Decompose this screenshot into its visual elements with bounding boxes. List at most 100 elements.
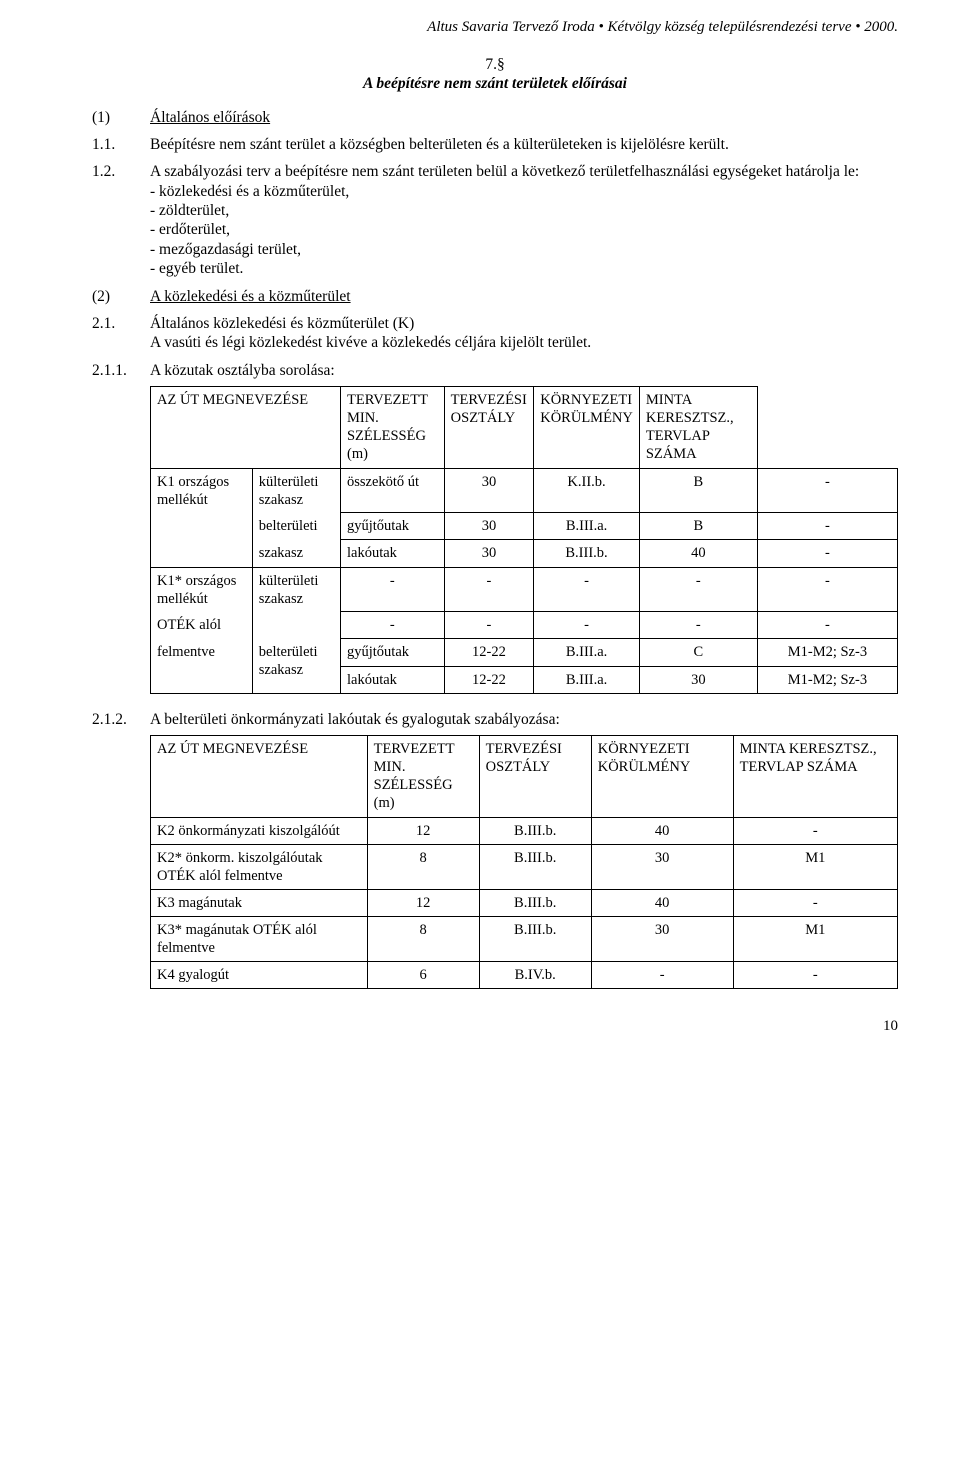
td: B.IV.b. bbox=[479, 962, 591, 989]
list-item: erdőterület, bbox=[150, 220, 898, 239]
para-text: Általános közlekedési és közműterület (K… bbox=[150, 314, 898, 353]
td: - bbox=[757, 540, 897, 567]
td: B bbox=[639, 468, 757, 513]
para-label: (1) bbox=[92, 108, 150, 127]
td: 40 bbox=[591, 889, 733, 916]
th: TERVEZETT MIN. SZÉLESSÉG (m) bbox=[367, 736, 479, 818]
td: belterületi bbox=[252, 513, 340, 540]
para-text: A szabályozási terv a beépítésre nem szá… bbox=[150, 162, 898, 278]
td: - bbox=[639, 612, 757, 639]
section-title: A beépítésre nem szánt területek előírás… bbox=[92, 74, 898, 93]
td: OTÉK alól bbox=[151, 612, 253, 639]
td: - bbox=[733, 817, 897, 844]
td: - bbox=[757, 468, 897, 513]
td: 6 bbox=[367, 962, 479, 989]
td: B.III.b. bbox=[479, 889, 591, 916]
td: 12 bbox=[367, 817, 479, 844]
list-item: egyéb terület. bbox=[150, 259, 898, 278]
list-item: mezőgazdasági terület, bbox=[150, 240, 898, 259]
td: K1 országos mellékút bbox=[151, 468, 253, 567]
para-text: Beépítésre nem szánt terület a községben… bbox=[150, 135, 898, 154]
th: MINTA KERESZTSZ., TERVLAP SZÁMA bbox=[733, 736, 897, 818]
td: B.III.a. bbox=[534, 513, 640, 540]
td: 12-22 bbox=[444, 639, 534, 666]
td: 40 bbox=[591, 817, 733, 844]
td: K.II.b. bbox=[534, 468, 640, 513]
para-line: Általános közlekedési és közműterület (K… bbox=[150, 315, 414, 332]
th: TERVEZÉSI OSZTÁLY bbox=[479, 736, 591, 818]
th: KÖRNYEZETI KÖRÜLMÉNY bbox=[591, 736, 733, 818]
td: B bbox=[639, 513, 757, 540]
td: B.III.a. bbox=[534, 666, 640, 693]
td: 30 bbox=[444, 540, 534, 567]
td: B.III.b. bbox=[534, 540, 640, 567]
list-item: közlekedési és a közműterület, bbox=[150, 182, 898, 201]
td: K2* önkorm. kiszolgálóutak OTÉK alól fel… bbox=[151, 844, 368, 889]
td: - bbox=[757, 513, 897, 540]
td: 30 bbox=[591, 917, 733, 962]
td: külterületi szakasz bbox=[252, 567, 340, 612]
td: K3* magánutak OTÉK alól felmentve bbox=[151, 917, 368, 962]
td bbox=[252, 612, 340, 639]
td: 8 bbox=[367, 917, 479, 962]
td: K2 önkormányzati kiszolgálóút bbox=[151, 817, 368, 844]
td: - bbox=[534, 567, 640, 612]
td: - bbox=[340, 567, 444, 612]
para-label: 2.1.2. bbox=[92, 710, 150, 729]
td: M1-M2; Sz-3 bbox=[757, 666, 897, 693]
td: 30 bbox=[639, 666, 757, 693]
td: 30 bbox=[444, 513, 534, 540]
th: AZ ÚT MEGNEVEZÉSE bbox=[151, 736, 368, 818]
td: - bbox=[733, 889, 897, 916]
section-number: 7.§ bbox=[92, 55, 898, 74]
para-label: 2.1.1. bbox=[92, 361, 150, 380]
td: szakasz bbox=[252, 540, 340, 567]
doc-header: Altus Savaria Tervező Iroda • Kétvölgy k… bbox=[92, 18, 898, 37]
dash-list: közlekedési és a közműterület, zöldterül… bbox=[150, 182, 898, 279]
td: lakóutak bbox=[340, 666, 444, 693]
page-number: 10 bbox=[92, 1017, 898, 1036]
para-label: (2) bbox=[92, 287, 150, 306]
td: 40 bbox=[639, 540, 757, 567]
th: MINTA KERESZTSZ., TERVLAP SZÁMA bbox=[639, 387, 757, 469]
td: B.III.b. bbox=[479, 817, 591, 844]
para-heading: A közlekedési és a közműterület bbox=[150, 287, 898, 306]
td: K1* országos mellékút bbox=[151, 567, 253, 612]
td: 12-22 bbox=[444, 666, 534, 693]
td: - bbox=[639, 567, 757, 612]
td: 30 bbox=[444, 468, 534, 513]
td: felmentve bbox=[151, 639, 253, 693]
td: összekötő út bbox=[340, 468, 444, 513]
para-label: 1.2. bbox=[92, 162, 150, 278]
td: B.III.b. bbox=[479, 917, 591, 962]
td: B.III.a. bbox=[534, 639, 640, 666]
td: - bbox=[591, 962, 733, 989]
td: - bbox=[757, 612, 897, 639]
td: - bbox=[733, 962, 897, 989]
td: C bbox=[639, 639, 757, 666]
td: K4 gyalogút bbox=[151, 962, 368, 989]
td: - bbox=[444, 567, 534, 612]
td: belterületi szakasz bbox=[252, 639, 340, 693]
td: - bbox=[340, 612, 444, 639]
td: gyűjtőutak bbox=[340, 513, 444, 540]
td: M1 bbox=[733, 917, 897, 962]
list-item: zöldterület, bbox=[150, 201, 898, 220]
td: K3 magánutak bbox=[151, 889, 368, 916]
para-line: A vasúti és légi közlekedést kivéve a kö… bbox=[150, 334, 591, 351]
para-text: A belterületi önkormányzati lakóutak és … bbox=[150, 710, 898, 729]
local-roads-table: AZ ÚT MEGNEVEZÉSE TERVEZETT MIN. SZÉLESS… bbox=[150, 735, 898, 989]
th: AZ ÚT MEGNEVEZÉSE bbox=[151, 387, 341, 469]
th-empty bbox=[757, 387, 897, 469]
th: TERVEZÉSI OSZTÁLY bbox=[444, 387, 534, 469]
para-label: 1.1. bbox=[92, 135, 150, 154]
para-lead: A szabályozási terv a beépítésre nem szá… bbox=[150, 163, 859, 180]
para-heading: Általános előírások bbox=[150, 108, 898, 127]
para-label: 2.1. bbox=[92, 314, 150, 353]
td: - bbox=[444, 612, 534, 639]
td: M1 bbox=[733, 844, 897, 889]
td: gyűjtőutak bbox=[340, 639, 444, 666]
td: B.III.b. bbox=[479, 844, 591, 889]
th: KÖRNYEZETI KÖRÜLMÉNY bbox=[534, 387, 640, 469]
td: - bbox=[757, 567, 897, 612]
